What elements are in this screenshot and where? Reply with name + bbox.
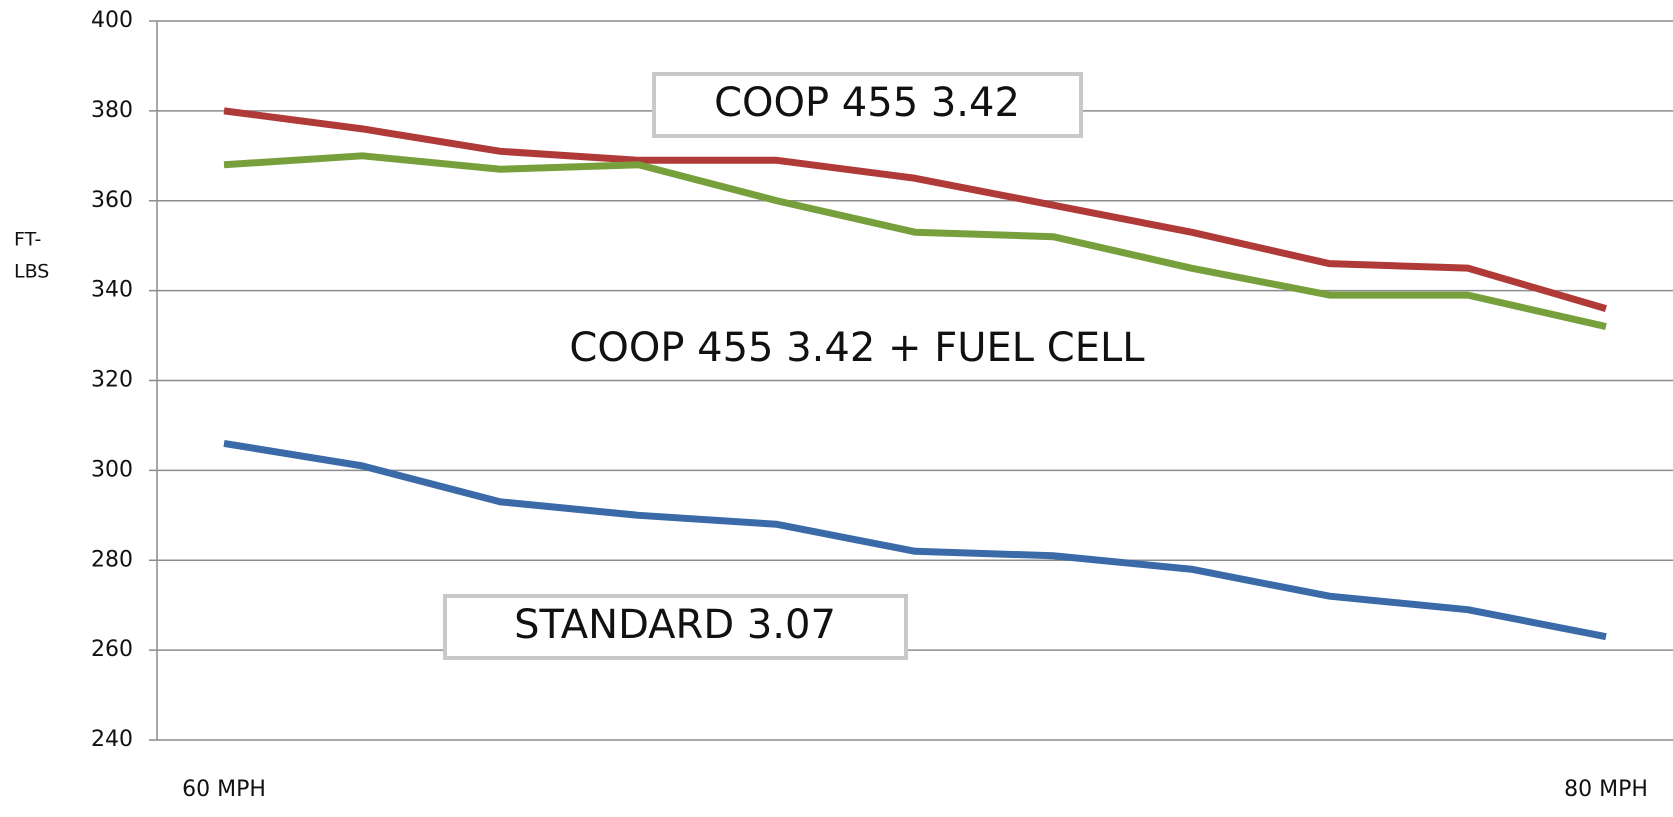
y-tick-label: 300 bbox=[91, 457, 133, 482]
y-axis-label: LBS bbox=[14, 261, 49, 283]
series-label: STANDARD 3.07 bbox=[514, 602, 836, 648]
y-tick-label: 380 bbox=[91, 98, 133, 123]
series-line bbox=[223, 107, 1607, 312]
series-line bbox=[223, 439, 1607, 641]
y-tick-label: 280 bbox=[91, 547, 133, 572]
label-box bbox=[652, 72, 1083, 138]
x-tick-label: 80 MPH bbox=[1564, 777, 1648, 802]
x-tick-label: 60 MPH bbox=[182, 777, 266, 802]
y-axis-label: FT- bbox=[14, 229, 41, 251]
series-label: COOP 455 3.42 bbox=[714, 80, 1020, 126]
y-tick-label: 240 bbox=[91, 727, 133, 752]
y-tick-label: 320 bbox=[91, 368, 133, 393]
y-tick-label: 340 bbox=[91, 278, 133, 303]
y-tick-label: 360 bbox=[91, 188, 133, 213]
label-box bbox=[443, 594, 908, 660]
y-tick-label: 400 bbox=[91, 8, 133, 33]
y-tick-label: 260 bbox=[91, 637, 133, 662]
series-label: COOP 455 3.42 + FUEL CELL bbox=[569, 325, 1145, 371]
series-line bbox=[223, 152, 1607, 330]
